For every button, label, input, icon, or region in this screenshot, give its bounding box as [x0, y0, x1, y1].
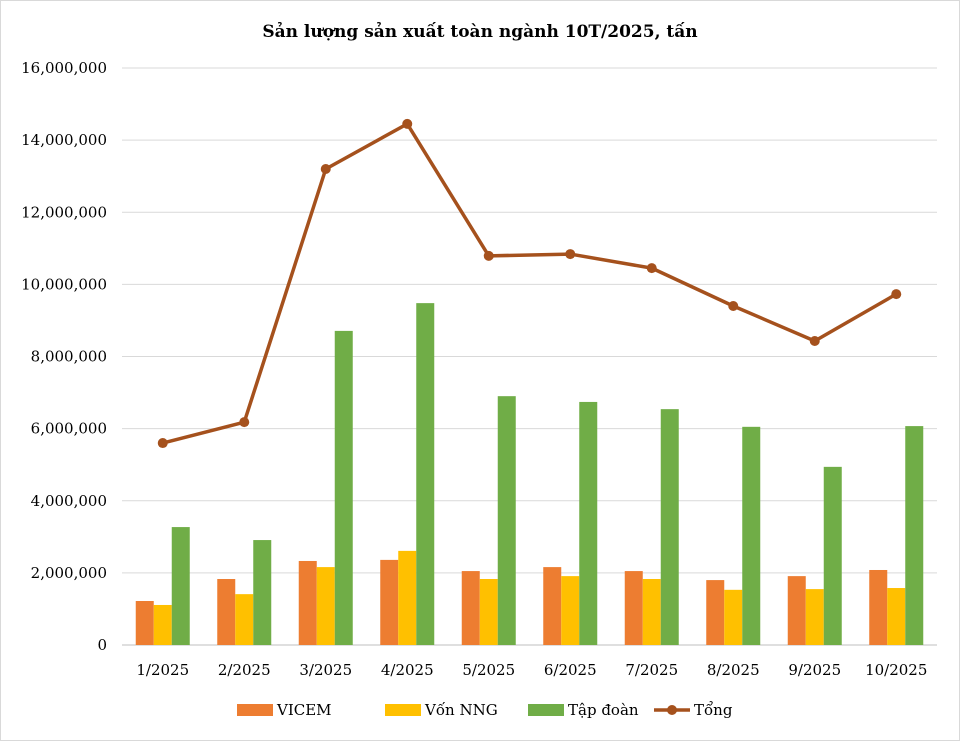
line-point	[565, 249, 576, 260]
legend-swatch	[385, 704, 421, 716]
bar-vicem	[217, 579, 236, 645]
y-tick-label: 6,000,000	[31, 420, 107, 438]
bar-vốn-nng	[561, 576, 580, 645]
x-tick-label: 7/2025	[625, 661, 678, 679]
legend-label: Tổng	[694, 701, 733, 719]
bar-vicem	[787, 576, 806, 645]
x-tick-label: 1/2025	[136, 661, 189, 679]
bar-vicem	[461, 571, 480, 645]
line-point	[320, 163, 331, 174]
y-tick-label: 16,000,000	[21, 59, 107, 77]
bar-vốn-nng	[642, 579, 661, 645]
bar-vốn-nng	[398, 550, 417, 645]
y-tick-label: 14,000,000	[21, 131, 107, 149]
y-tick-label: 10,000,000	[21, 275, 107, 293]
bar-vicem	[135, 601, 154, 645]
bar-vốn-nng	[479, 579, 498, 645]
bar-vốn-nng	[724, 589, 743, 645]
bar-tập-đoàn	[497, 396, 516, 645]
bar-vicem	[624, 571, 643, 645]
line-point	[239, 417, 250, 428]
y-tick-label: 2,000,000	[31, 564, 107, 582]
x-tick-label: 4/2025	[381, 661, 434, 679]
line-point	[483, 250, 494, 261]
bar-vốn-nng	[235, 594, 254, 645]
bar-vốn-nng	[316, 567, 335, 645]
bar-tập-đoàn	[171, 527, 190, 645]
bar-tập-đoàn	[334, 330, 353, 645]
bar-tập-đoàn	[416, 303, 435, 645]
x-tick-label: 2/2025	[218, 661, 271, 679]
line-point	[728, 301, 739, 312]
bar-tập-đoàn	[905, 426, 924, 645]
y-tick-label: 12,000,000	[21, 203, 107, 221]
bar-vốn-nng	[805, 589, 824, 645]
bar-vicem	[869, 569, 888, 645]
y-tick-label: 4,000,000	[31, 492, 107, 510]
y-tick-label: 0	[97, 636, 107, 654]
bar-vốn-nng	[153, 604, 172, 645]
bar-vốn-nng	[887, 588, 906, 645]
x-tick-label: 9/2025	[788, 661, 841, 679]
legend-swatch-marker	[667, 705, 677, 715]
line-point	[402, 118, 413, 129]
legend-label: Vốn NNG	[424, 701, 498, 719]
y-tick-label: 8,000,000	[31, 348, 107, 366]
bar-tập-đoàn	[823, 466, 842, 645]
bar-tập-đoàn	[742, 426, 761, 645]
x-tick-label: 10/2025	[865, 661, 927, 679]
line-series-tong	[162, 122, 898, 445]
bar-vicem	[706, 580, 725, 645]
bar-vicem	[298, 560, 317, 645]
x-tick-label: 8/2025	[707, 661, 760, 679]
line-point	[646, 263, 657, 274]
legend-swatch	[237, 704, 273, 716]
bar-vicem	[543, 567, 562, 645]
legend-label: Tập đoàn	[568, 701, 639, 719]
bar-tập-đoàn	[253, 540, 272, 645]
x-tick-label: 6/2025	[544, 661, 597, 679]
bar-vicem	[380, 559, 399, 645]
legend-label: VICEM	[276, 701, 332, 719]
bar-tập-đoàn	[660, 409, 679, 645]
line-point	[157, 438, 168, 449]
line-point	[809, 335, 820, 346]
bar-tập-đoàn	[579, 401, 598, 645]
x-tick-label: 3/2025	[299, 661, 352, 679]
line-point	[891, 289, 902, 300]
x-tick-label: 5/2025	[462, 661, 515, 679]
chart-title: Sản lượng sản xuất toàn ngành 10T/2025, …	[262, 22, 697, 42]
legend-swatch	[528, 704, 564, 716]
